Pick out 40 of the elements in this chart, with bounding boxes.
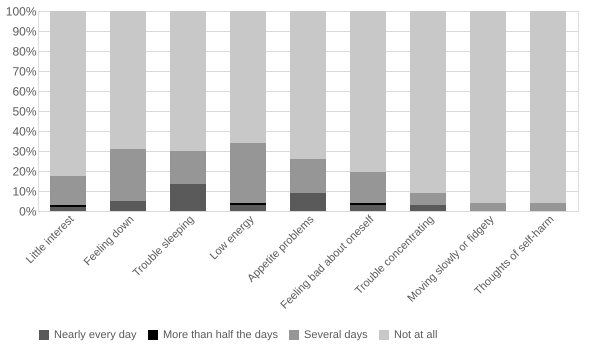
bar: [350, 205, 386, 211]
legend-label: Several days: [304, 329, 368, 341]
y-tick-label: 60%: [12, 84, 37, 98]
bar: [410, 205, 446, 211]
bar: [170, 11, 206, 151]
bar: [50, 207, 86, 211]
bar: [170, 184, 206, 211]
bar: [470, 11, 506, 203]
y-tick-label: 40%: [12, 124, 37, 138]
bar: [170, 151, 206, 184]
bar: [50, 176, 86, 205]
y-tick-label: 30%: [12, 144, 37, 158]
bar: [110, 149, 146, 201]
legend-label: Not at all: [394, 329, 438, 341]
bar: [350, 172, 386, 203]
legend-label: More than half the days: [163, 329, 278, 341]
y-tick-label: 50%: [12, 104, 37, 118]
bar: [470, 203, 506, 211]
y-tick-label: 70%: [12, 64, 37, 78]
bar: [230, 11, 266, 143]
bar: [530, 11, 566, 203]
y-tick-label: 80%: [12, 44, 37, 58]
bar: [290, 11, 326, 159]
y-tick-label: 90%: [12, 24, 37, 38]
bar: [410, 193, 446, 205]
bar: [290, 193, 326, 211]
bar: [290, 159, 326, 193]
bar: [230, 143, 266, 203]
bar: [50, 11, 86, 176]
bar: [110, 201, 146, 211]
bar: [110, 11, 146, 149]
y-tick-label: 20%: [12, 164, 37, 178]
bar: [530, 203, 566, 211]
bar: [350, 11, 386, 172]
bar: [230, 205, 266, 211]
y-tick-label: 10%: [12, 184, 37, 198]
bar: [410, 11, 446, 193]
y-tick-label: 100%: [6, 4, 37, 18]
legend-label: Nearly every day: [54, 329, 138, 341]
y-tick-label: 0%: [19, 204, 37, 218]
